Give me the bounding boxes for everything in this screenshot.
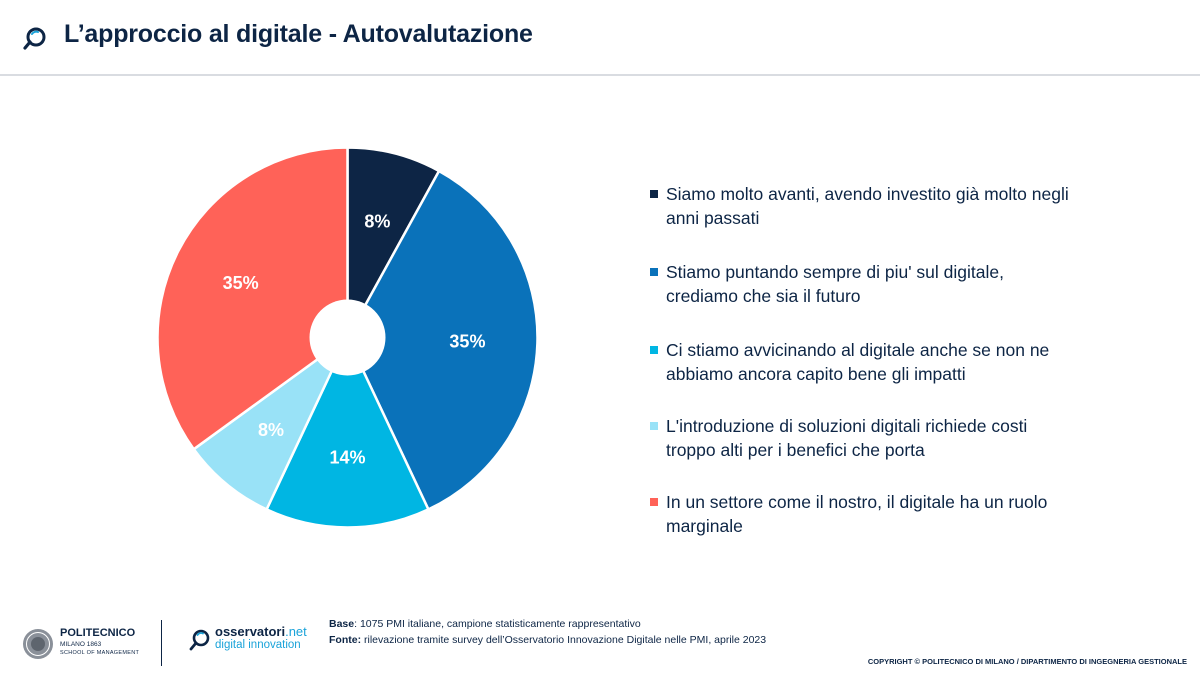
header: L’approccio al digitale - Autovalutazion… xyxy=(0,0,1200,76)
legend-label: Siamo molto avanti, avendo investito già… xyxy=(666,184,1069,228)
polimi-name: POLITECNICO xyxy=(60,627,136,639)
polimi-seal-icon xyxy=(23,629,53,659)
slice-label: 35% xyxy=(223,273,259,293)
legend-label: Stiamo puntando sempre di piu' sul digit… xyxy=(666,262,1004,306)
legend-item: Ci stiamo avvicinando al digitale anche … xyxy=(650,338,1070,386)
pie-slice xyxy=(192,336,349,511)
slice-label: 8% xyxy=(364,211,390,231)
slice-label: 35% xyxy=(449,331,485,351)
osservatori-tagline: digital innovation xyxy=(215,639,301,651)
polimi-sub: MILANO 1863 xyxy=(60,641,102,648)
osservatori-name: osservatori.net xyxy=(215,624,307,639)
osservatori-logo-icon xyxy=(189,629,210,651)
pie-slice xyxy=(346,169,539,511)
base-note: Base: 1075 PMI italiane, campione statis… xyxy=(329,618,641,630)
legend-item: Stiamo puntando sempre di piu' sul digit… xyxy=(650,260,1070,308)
magnifier-logo-icon xyxy=(23,27,46,50)
legend-label: L'introduzione di soluzioni digitali ric… xyxy=(666,416,1028,460)
legend-marker xyxy=(650,498,658,506)
pie-slice xyxy=(156,146,349,451)
legend-marker xyxy=(650,190,658,198)
legend-label: In un settore come il nostro, il digital… xyxy=(666,492,1048,536)
footer: POLITECNICO MILANO 1863 SCHOOL OF MANAGE… xyxy=(0,600,1200,675)
pie-slice xyxy=(265,336,430,529)
slice-label: 14% xyxy=(329,448,365,468)
legend-item: In un settore come il nostro, il digital… xyxy=(650,490,1070,538)
legend-item: Siamo molto avanti, avendo investito già… xyxy=(650,182,1070,230)
pie-slice xyxy=(346,146,441,339)
slice-label: 8% xyxy=(258,420,284,440)
legend-marker xyxy=(650,346,658,354)
legend-label: Ci stiamo avvicinando al digitale anche … xyxy=(666,340,1050,384)
source-note: Fonte: rilevazione tramite survey dell’O… xyxy=(329,634,767,646)
donut-hole xyxy=(309,299,386,376)
footer-divider xyxy=(161,620,162,666)
copyright: COPYRIGHT © POLITECNICO DI MILANO / DIPA… xyxy=(867,657,1187,666)
legend-marker xyxy=(650,422,658,430)
legend-item: L'introduzione di soluzioni digitali ric… xyxy=(650,414,1070,462)
polimi-school: SCHOOL OF MANAGEMENT xyxy=(60,650,140,656)
page-title: L’approccio al digitale - Autovalutazion… xyxy=(64,20,533,48)
legend-marker xyxy=(650,268,658,276)
donut-chart: 8% 35% 14% 8% 35% xyxy=(156,146,539,529)
